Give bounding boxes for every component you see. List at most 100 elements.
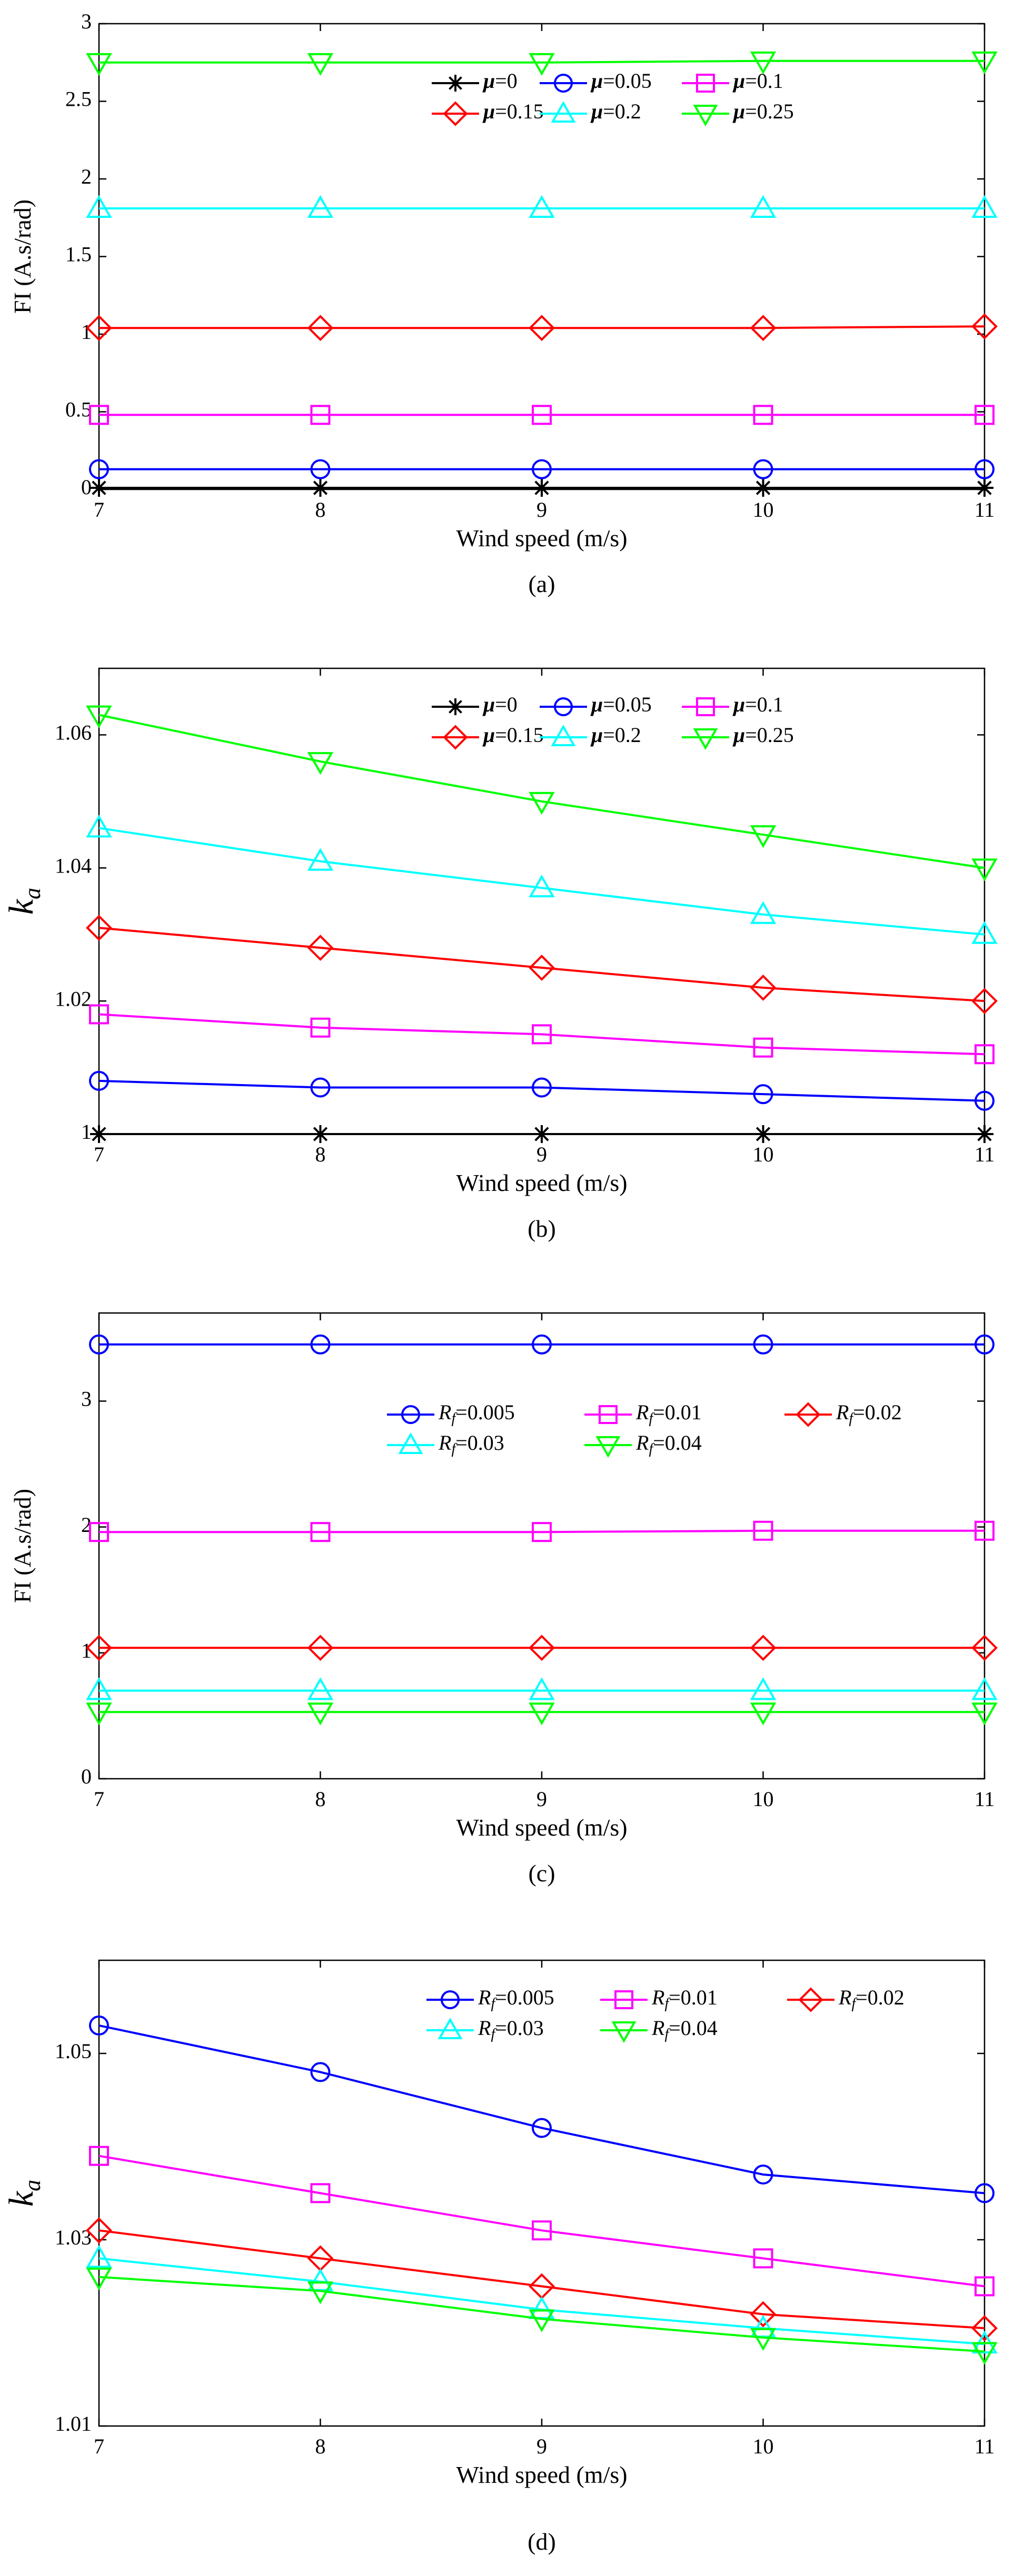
series-line (99, 325, 985, 329)
legend-marker (401, 1405, 420, 1424)
panel-caption: (a) (528, 570, 555, 597)
series-line (98, 1013, 985, 1056)
data-point (754, 1125, 772, 1143)
legend-label: Rf=0.01 (635, 1400, 702, 1427)
data-point (533, 1125, 551, 1143)
y-tick-label: 2.5 (65, 87, 92, 111)
data-point (86, 195, 112, 218)
data-point (310, 1017, 331, 1038)
data-point (86, 815, 112, 838)
y-tick-label: 0 (81, 1765, 92, 1788)
data-point (307, 1677, 334, 1700)
y-tick-label: 0.5 (65, 398, 92, 422)
series-0-2 (86, 195, 998, 218)
x-tick-label: 10 (753, 1142, 774, 1166)
legend-label: μ=0.25 (732, 99, 794, 123)
legend-label: μ=0.15 (482, 99, 544, 123)
data-point (86, 1677, 112, 1700)
legend-marker (696, 697, 715, 716)
legend-marker (443, 725, 468, 750)
data-point (971, 921, 998, 944)
data-point (754, 479, 772, 497)
x-tick-label: 10 (753, 498, 774, 522)
data-point (529, 1635, 555, 1661)
data-point (529, 1677, 555, 1700)
legend-item: μ=0.15 (432, 99, 544, 126)
data-point (532, 459, 552, 479)
data-point (750, 1635, 777, 1661)
data-point (532, 1077, 552, 1098)
x-tick-label: 7 (94, 1787, 104, 1811)
x-tick-label: 7 (94, 2434, 104, 2458)
series-0 (90, 1125, 993, 1143)
data-point (975, 2276, 995, 2297)
legend-item: Rf=0.02 (787, 1986, 904, 2012)
data-point (532, 405, 552, 425)
data-point (307, 315, 334, 342)
data-point (307, 1702, 334, 1726)
data-point (753, 1037, 773, 1058)
y-axis-label: FI (A.s/rad) (9, 1489, 36, 1603)
legend: μ=0 μ=0.05 μ=0.1 μ=0.15 μ=0.2 μ=0.25 (432, 693, 794, 750)
legend-item: μ=0.2 (540, 723, 641, 747)
legend-item: μ=0.1 (682, 69, 783, 93)
legend-marker (447, 698, 464, 715)
data-point (311, 1125, 330, 1143)
x-tick-label: 8 (315, 2434, 326, 2458)
legend-marker (693, 105, 718, 127)
legend-label: μ=0.05 (590, 69, 652, 93)
legend-label: μ=0 (482, 69, 518, 93)
legend-marker (438, 2017, 463, 2039)
series-line (98, 2024, 985, 2194)
legend: Rf=0.005 Rf=0.01 Rf=0.02 Rf=0.03 Rf=0.04 (387, 1400, 902, 1458)
x-tick-label: 9 (536, 1787, 547, 1811)
legend-label: μ=0.15 (482, 723, 544, 747)
data-point (750, 825, 777, 848)
panel-caption: (d) (528, 2528, 556, 2555)
legend-marker (398, 1432, 423, 1454)
series-0-25 (86, 705, 998, 881)
series-0-05 (89, 1070, 995, 1111)
legend-marker (554, 697, 573, 716)
series-0-15 (86, 915, 998, 1015)
y-tick-label: 1.01 (55, 2412, 92, 2435)
data-point (307, 53, 334, 76)
legend-label: Rf=0.005 (478, 1986, 554, 2012)
series-line (99, 1529, 985, 1533)
legend-marker (599, 1405, 618, 1424)
data-point (750, 195, 777, 218)
series-0-02 (86, 1635, 998, 1661)
x-tick-label: 9 (536, 1142, 547, 1166)
data-point (89, 2015, 109, 2036)
legend-label: μ=0.1 (732, 69, 783, 93)
data-point (750, 1702, 777, 1726)
legend-label: Rf=0.02 (838, 1986, 904, 2012)
data-point (86, 53, 112, 76)
chart-panel-d: 7 8 9 10 11 1.01 1.03 1.05 Wind speed (m/s) (d) ka… (2, 1959, 998, 2555)
series-line (98, 1079, 985, 1102)
data-point (86, 315, 112, 342)
data-point (971, 2315, 998, 2342)
legend-marker (798, 1987, 823, 2012)
data-point (971, 1635, 998, 1661)
x-tick-label: 9 (536, 498, 547, 522)
data-point (307, 1635, 334, 1661)
legend-label: μ=0.25 (732, 723, 794, 747)
data-point (529, 195, 555, 218)
series-line (98, 827, 985, 936)
series-0-1 (89, 1004, 995, 1065)
panel-caption: (c) (528, 1860, 555, 1887)
legend: Rf=0.005 Rf=0.01 Rf=0.02 Rf=0.03 Rf=0.04 (426, 1986, 904, 2043)
data-point (975, 459, 995, 479)
data-point (975, 1334, 995, 1355)
series-0-005 (89, 1334, 995, 1355)
data-point (750, 974, 777, 1001)
data-point (975, 2183, 995, 2203)
legend-item: Rf=0.01 (584, 1400, 702, 1427)
y-tick-label: 3 (81, 9, 92, 33)
x-tick-label: 8 (315, 498, 326, 522)
series-0-01 (89, 2146, 995, 2297)
series-line (99, 59, 985, 64)
